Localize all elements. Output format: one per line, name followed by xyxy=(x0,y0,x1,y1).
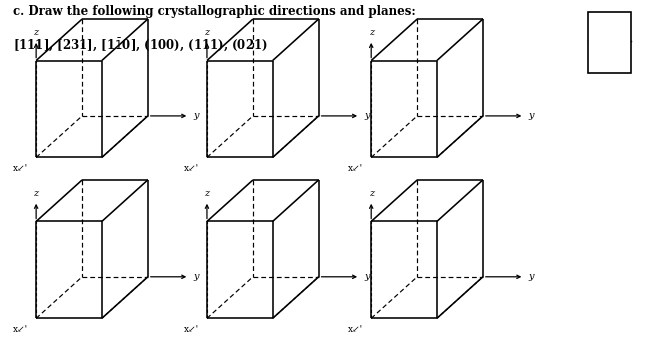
Text: x↙': x↙' xyxy=(184,164,199,173)
Text: z: z xyxy=(369,189,374,198)
Text: x↙': x↙' xyxy=(348,325,363,334)
Bar xyxy=(588,12,631,73)
Text: y: y xyxy=(528,272,533,281)
Text: c. Draw the following crystallographic directions and planes:: c. Draw the following crystallographic d… xyxy=(13,5,416,18)
Text: y: y xyxy=(528,111,533,120)
Text: 3: 3 xyxy=(605,52,614,66)
Text: z: z xyxy=(369,28,374,37)
Text: z: z xyxy=(34,28,39,37)
Text: y: y xyxy=(193,272,198,281)
Text: z: z xyxy=(204,189,210,198)
Text: z: z xyxy=(34,189,39,198)
Text: x↙': x↙' xyxy=(13,164,28,173)
Text: x↙': x↙' xyxy=(348,164,363,173)
Text: z: z xyxy=(204,28,210,37)
Text: y: y xyxy=(364,272,369,281)
Text: x↙': x↙' xyxy=(13,325,28,334)
Text: [111], [231], [1$\bar{1}$0], (100), (111), (021): [111], [231], [1$\bar{1}$0], (100), (111… xyxy=(13,36,268,53)
Text: y: y xyxy=(193,111,198,120)
Text: x↙': x↙' xyxy=(184,325,199,334)
Text: y: y xyxy=(364,111,369,120)
